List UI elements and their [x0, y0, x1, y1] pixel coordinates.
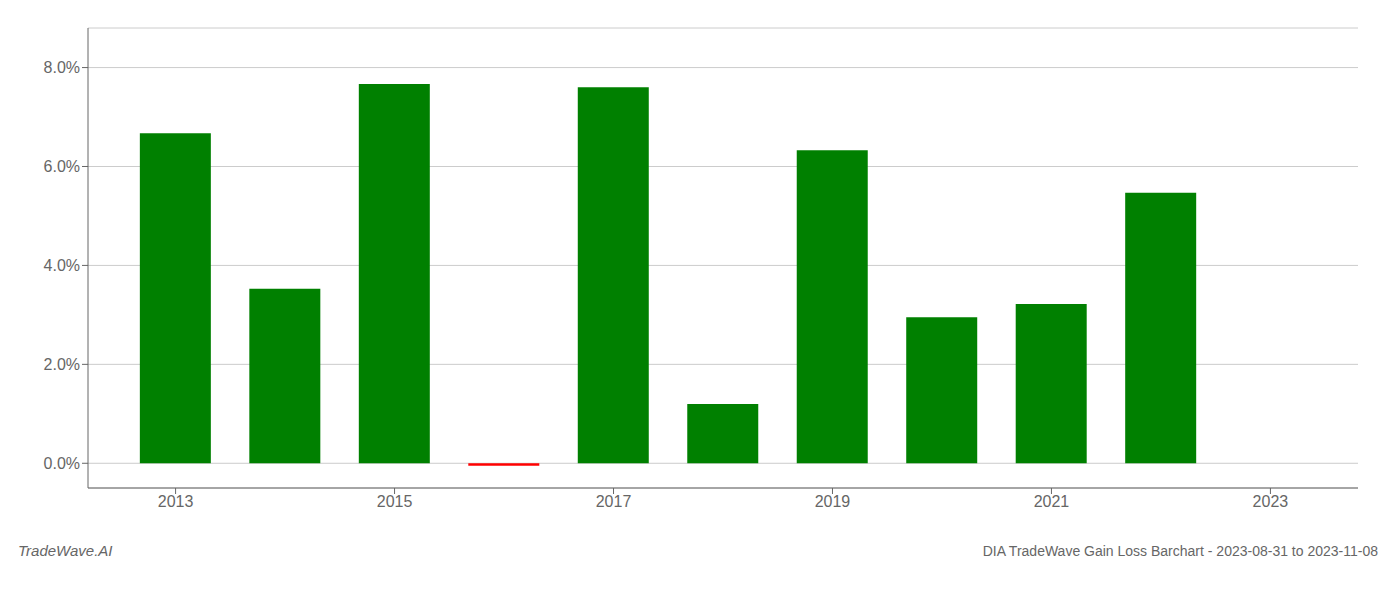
svg-text:2023: 2023 — [1253, 493, 1289, 510]
html-text:DIA TradeWave Gain Loss Barcha: DIA TradeWave Gain Loss Barchart - 2023-… — [982, 543, 1378, 559]
svg-text:0.0%: 0.0% — [44, 455, 80, 472]
svg-text:2021: 2021 — [1034, 493, 1070, 510]
svg-text:2.0%: 2.0% — [44, 356, 80, 373]
svg-text:2015: 2015 — [377, 493, 413, 510]
html-text:TradeWave.AI: TradeWave.AI — [18, 542, 113, 559]
svg-text:2019: 2019 — [815, 493, 851, 510]
svg-text:4.0%: 4.0% — [44, 257, 80, 274]
svg-text:6.0%: 6.0% — [44, 158, 80, 175]
svg-text:2013: 2013 — [158, 493, 194, 510]
svg-text:8.0%: 8.0% — [44, 59, 80, 76]
svg-text:2017: 2017 — [596, 493, 632, 510]
